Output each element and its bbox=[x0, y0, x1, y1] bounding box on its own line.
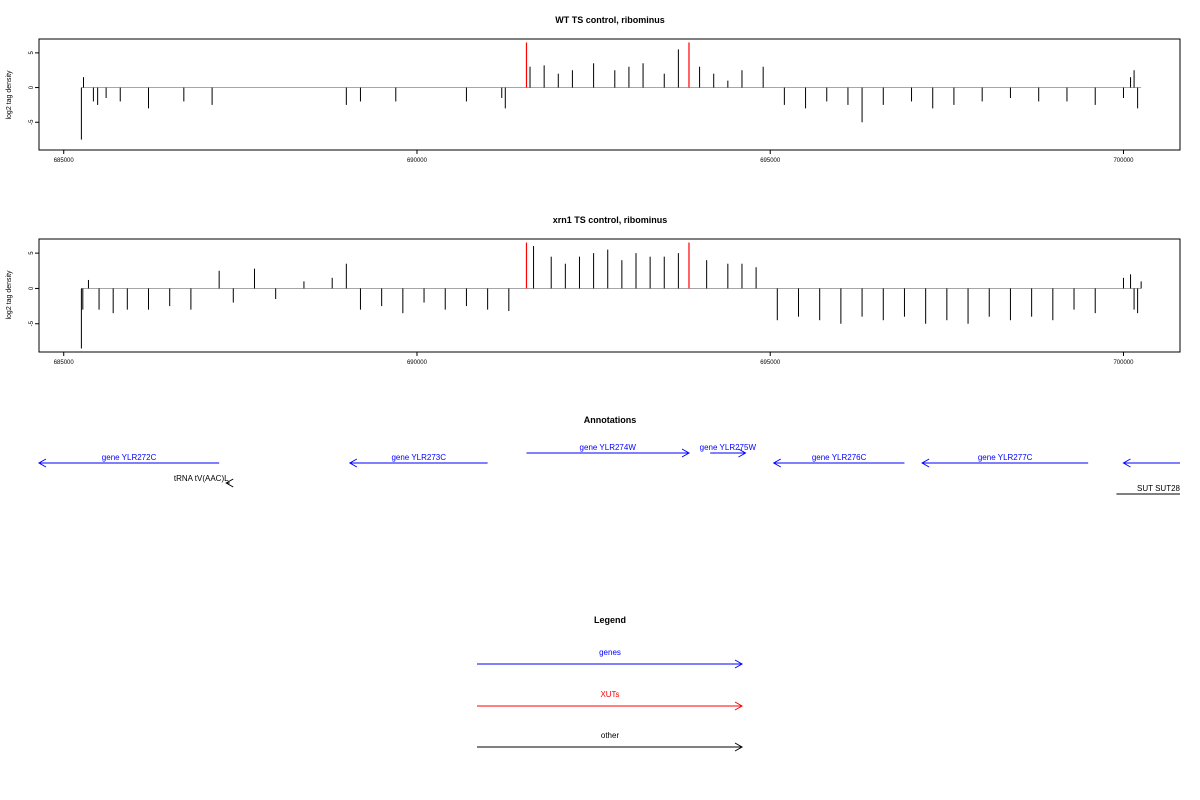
panel-wt-ylabel: log2 tag density bbox=[6, 70, 13, 120]
legend-arrowhead bbox=[734, 742, 744, 752]
panel-xrn1-bars bbox=[80, 242, 1142, 349]
annotation-label: SUT SUT28 bbox=[1137, 484, 1181, 493]
annotation-label: gene YLR275W bbox=[700, 443, 757, 452]
annotation-label: gene YLR273C bbox=[391, 453, 446, 462]
legend-title: Legend bbox=[594, 615, 626, 625]
wt-xtick-label: 690000 bbox=[407, 158, 428, 164]
wt-ytick-label: 0 bbox=[29, 85, 35, 89]
annotation-arrowhead bbox=[37, 458, 47, 468]
xrn1-xtick-label: 695000 bbox=[760, 360, 781, 366]
panel-xrn1-ylabel: log2 tag density bbox=[6, 270, 13, 320]
panel-xrn1: xrn1 TS control, ribominus log2 tag dens… bbox=[6, 215, 1181, 366]
legend-arrowhead bbox=[734, 701, 744, 711]
wt-ytick-label: 5 bbox=[29, 51, 35, 55]
annotation-label: gene YLR276C bbox=[812, 453, 867, 462]
xrn1-ytick-label: 0 bbox=[29, 286, 35, 290]
panel-xrn1-frame bbox=[38, 238, 1181, 353]
annotation-arrowhead bbox=[772, 458, 782, 468]
wt-xtick-label: 685000 bbox=[54, 158, 75, 164]
annotation-arrowhead bbox=[225, 478, 234, 488]
xrn1-xtick-label: 700000 bbox=[1113, 360, 1134, 366]
annotation-features: gene YLR272C tRNA tV(AAC)L gene YLR273C gen… bbox=[37, 443, 1181, 495]
panel-wt: WT TS control, ribominus log2 tag densit… bbox=[6, 15, 1181, 164]
xrn1-ytick-label: 5 bbox=[29, 251, 35, 255]
wt-xtick-label: 695000 bbox=[760, 158, 781, 164]
annotation-label: gene YLR277C bbox=[978, 453, 1033, 462]
annotation-arrowhead bbox=[921, 458, 930, 468]
panel-xrn1-title: xrn1 TS control, ribominus bbox=[553, 215, 668, 225]
legend-label: XUTs bbox=[600, 690, 619, 699]
panel-wt-title: WT TS control, ribominus bbox=[555, 15, 665, 25]
annotation-label: gene YLR274W bbox=[580, 443, 637, 452]
annotation-arrowhead bbox=[738, 448, 747, 458]
legend-arrowhead bbox=[734, 659, 744, 669]
xrn1-xtick-label: 685000 bbox=[54, 360, 75, 366]
annotation-arrowhead bbox=[348, 458, 358, 468]
xrn1-xtick-label: 690000 bbox=[407, 360, 428, 366]
wt-xtick-label: 700000 bbox=[1113, 158, 1134, 164]
panel-wt-axes: 685000 690000 695000 700000 5 0 -5 bbox=[29, 51, 1134, 164]
panel-wt-bars bbox=[80, 42, 1142, 140]
panel-wt-frame bbox=[38, 38, 1181, 151]
legend-label: genes bbox=[599, 648, 621, 657]
wt-ytick-label: -5 bbox=[29, 119, 35, 125]
annotation-arrowhead bbox=[1122, 458, 1131, 468]
xrn1-ytick-label: -5 bbox=[29, 320, 35, 326]
panel-xrn1-axes: 685000 690000 695000 700000 5 0 -5 bbox=[29, 251, 1134, 366]
annotation-label: tRNA tV(AAC)L bbox=[174, 474, 229, 483]
legend-entries: genes XUTs other bbox=[477, 648, 744, 752]
legend-panel: Legend genes XUTs other bbox=[477, 615, 744, 752]
annotations-title: Annotations bbox=[584, 415, 637, 425]
annotation-label: gene YLR272C bbox=[102, 453, 157, 462]
annotation-arrowhead bbox=[681, 448, 690, 458]
legend-label: other bbox=[601, 731, 620, 740]
